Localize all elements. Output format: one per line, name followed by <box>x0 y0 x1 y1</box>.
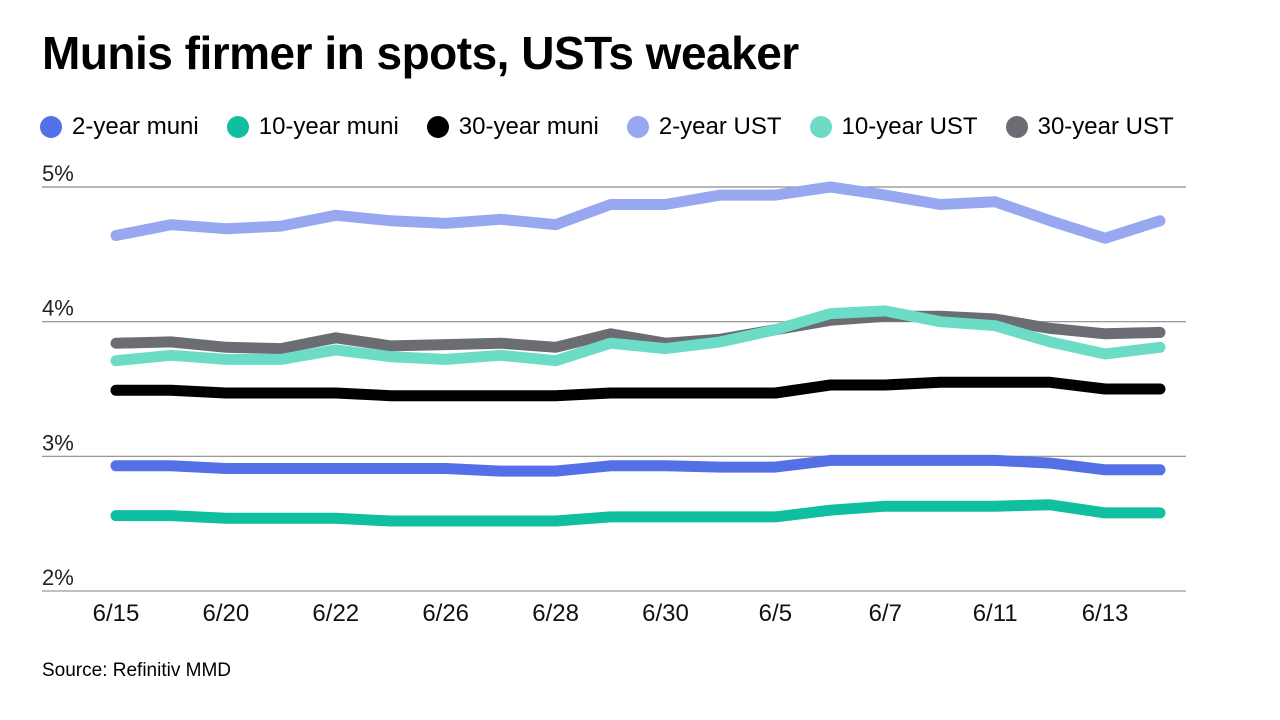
series-line <box>110 454 1166 477</box>
y-tick-label: 3% <box>42 430 74 455</box>
x-tick-label: 6/5 <box>759 600 792 627</box>
x-tick-label: 6/11 <box>973 600 1018 627</box>
x-tick-label: 6/26 <box>422 600 469 627</box>
x-tick-label: 6/30 <box>642 600 689 627</box>
series-line <box>110 499 1166 527</box>
legend-item: 30-year muni <box>426 113 599 141</box>
legend-swatch <box>226 116 249 138</box>
x-tick-label: 6/22 <box>312 600 359 627</box>
legend-label: 2-year UST <box>658 113 782 140</box>
x-tick-label: 6/28 <box>532 600 579 627</box>
chart-legend: 2-year muni 10-year muni 30-year muni 2-yea… <box>40 112 1270 142</box>
series-line <box>110 376 1166 402</box>
legend-item: 2-year UST <box>626 113 782 141</box>
legend-swatch <box>40 116 62 138</box>
legend-label: 10-year muni <box>258 113 399 140</box>
x-tick-label: 6/20 <box>203 600 250 627</box>
x-tick-label: 6/7 <box>869 600 902 627</box>
series-line <box>110 181 1166 244</box>
y-tick-label: 5% <box>42 161 74 186</box>
legend-item: 10-year muni <box>226 113 399 141</box>
legend-swatch <box>809 116 832 138</box>
legend-label: 10-year UST <box>841 113 978 140</box>
legend-item: 30-year UST <box>1005 113 1174 141</box>
series-line <box>110 305 1166 367</box>
legend-item: 10-year UST <box>809 113 978 141</box>
chart-title: Munis firmer in spots, USTs weaker <box>42 27 799 79</box>
legend-label: 2-year muni <box>72 113 199 140</box>
y-tick-label: 4% <box>42 296 74 321</box>
source-note: Source: Refinitiv MMD <box>42 660 231 681</box>
legend-swatch <box>426 116 449 138</box>
legend-swatch <box>1005 116 1028 138</box>
series-line <box>110 310 1166 355</box>
x-tick-label: 6/15 <box>93 600 140 627</box>
legend-label: 30-year UST <box>1037 113 1174 140</box>
legend-swatch <box>626 116 649 138</box>
y-tick-label: 2% <box>42 565 74 590</box>
legend-label: 30-year muni <box>458 113 599 140</box>
legend-item: 2-year muni <box>40 113 199 141</box>
x-tick-label: 6/13 <box>1082 600 1129 627</box>
